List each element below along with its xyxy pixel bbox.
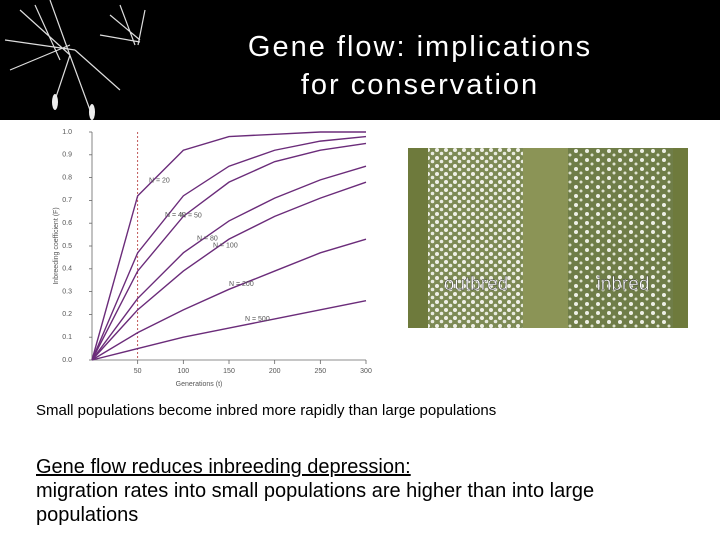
series-line [91, 238, 367, 361]
y-axis-label: Inbreeding coefficient (F) [53, 207, 60, 284]
y-tick-label: 0.9 [62, 152, 72, 159]
series-label: N = 40 [165, 212, 186, 219]
series-line [91, 135, 367, 361]
y-tick-label: 0.8 [62, 174, 72, 181]
caption: Small populations become inbred more rap… [36, 402, 497, 419]
y-tick-label: 0.7 [62, 197, 72, 204]
series-label: N = 50 [181, 212, 202, 219]
series-line [91, 181, 367, 361]
body-text: Gene flow reduces inbreeding depression:… [36, 455, 676, 527]
series-label: N = 500 [245, 316, 270, 323]
x-tick-label: 100 [177, 368, 189, 375]
photo: outbred inbred [408, 148, 688, 328]
header: Gene flow: implications for conservation [0, 0, 720, 120]
x-tick-label: 200 [269, 368, 281, 375]
x-tick-label: 150 [223, 368, 235, 375]
y-tick-label: 0.0 [62, 357, 72, 364]
y-tick-label: 0.5 [62, 243, 72, 250]
series-line [91, 131, 366, 361]
chart: 0.0 0.1 0.2 0.3 0.4 0.5 0.6 0.7 0.8 0.9 1.0 50 100 15… [53, 129, 372, 388]
series-line [91, 142, 367, 361]
x-axis-label: Generations (t) [176, 381, 223, 388]
series-label: N = 20 [149, 177, 170, 184]
dandelion-image [0, 0, 160, 120]
title-line: for conservation [300, 69, 540, 101]
photo-label: inbred [597, 274, 650, 295]
series-label: N = 100 [213, 243, 238, 250]
body-paragraph: migration rates into small populations a… [36, 480, 595, 526]
series-line [91, 165, 367, 361]
x-tick-label: 250 [314, 368, 326, 375]
y-tick-label: 1.0 [62, 129, 72, 136]
photo-label: outbred [444, 274, 508, 295]
series-line [91, 300, 367, 361]
body-heading: Gene flow reduces inbreeding depression: [36, 456, 411, 478]
series-label: N = 200 [229, 281, 254, 288]
y-tick-label: 0.3 [62, 288, 72, 295]
title: Gene flow: implications for conservation [170, 28, 670, 104]
x-tick-label: 300 [360, 368, 372, 375]
x-tick-label: 50 [134, 368, 142, 375]
y-tick-label: 0.4 [62, 266, 72, 273]
series-label: N = 80 [197, 236, 218, 243]
y-tick-label: 0.1 [62, 334, 72, 341]
y-tick-label: 0.6 [62, 220, 72, 227]
title-line: Gene flow: implications [247, 31, 593, 63]
y-tick-label: 0.2 [62, 311, 72, 318]
